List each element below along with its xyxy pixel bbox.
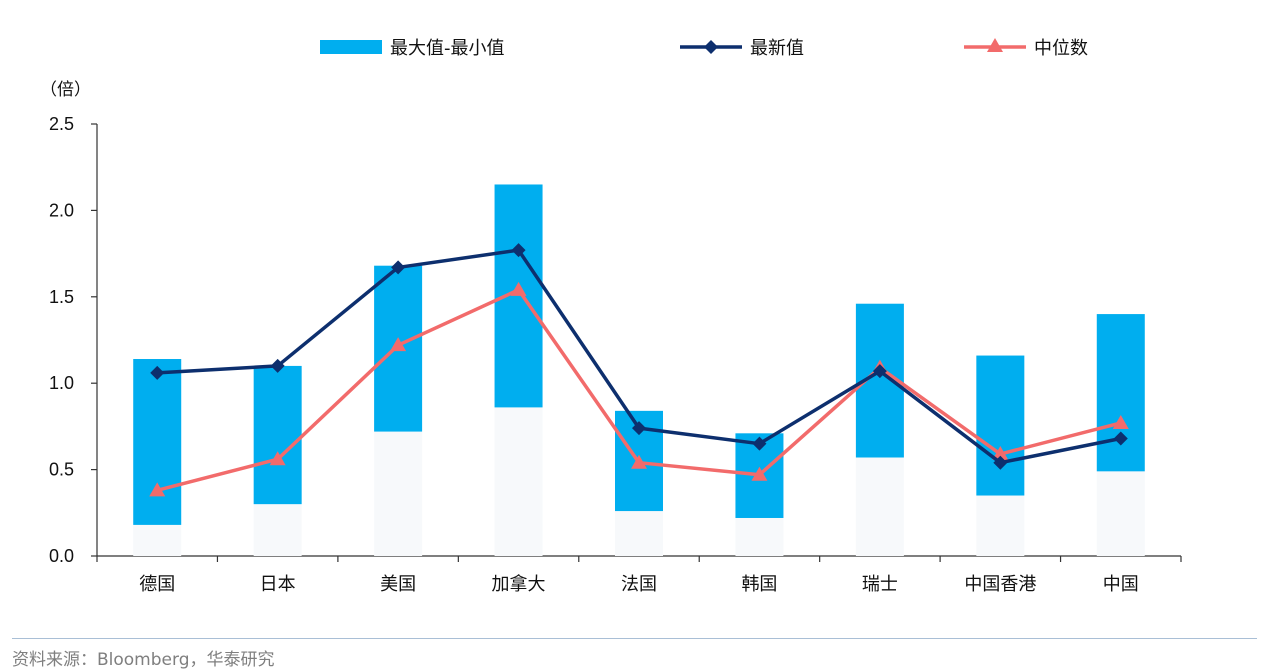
legend-marker-latest — [704, 40, 718, 54]
range-bar-base — [374, 431, 423, 556]
range-bar-base — [735, 517, 784, 556]
range-bar-base — [855, 457, 904, 556]
range-bar — [976, 355, 1025, 496]
range-bar-base — [253, 504, 302, 556]
x-category-label: 中国香港 — [964, 574, 1036, 595]
source-note: 资料来源：Bloomberg，华泰研究 — [12, 650, 275, 670]
median-point — [1112, 414, 1129, 429]
y-tick-label: 2.0 — [49, 200, 74, 220]
legend-swatch-range — [320, 40, 382, 54]
legend-label-median: 中位数 — [1034, 38, 1088, 59]
latest-value-point — [270, 358, 285, 373]
y-tick-label: 0.5 — [49, 460, 74, 480]
median-point — [390, 337, 407, 352]
latest-value-point — [993, 455, 1008, 470]
axes: 0.0 0.5 1.0 1.5 2.0 2.5 德国 日本 美国 加拿大 法国 韩国 瑞士 中国香港 中国 — [49, 114, 1182, 595]
range-bar — [133, 359, 182, 525]
range-bar — [253, 365, 302, 505]
median-point — [149, 482, 166, 497]
range-bar-base — [494, 407, 543, 556]
median-point — [510, 281, 527, 296]
x-category-label: 瑞士 — [862, 574, 898, 595]
latest-value-point — [632, 421, 646, 436]
legend-label-latest: 最新值 — [750, 38, 804, 59]
x-category-label: 加拿大 — [492, 573, 546, 595]
y-unit-label: （倍） — [40, 80, 91, 100]
range-bar-base — [976, 495, 1025, 556]
legend-label-range: 最大值-最小值 — [390, 38, 505, 59]
latest-value-point — [511, 243, 526, 258]
range-bar-base — [615, 511, 663, 556]
latest-value-point — [1113, 431, 1128, 446]
median-point — [269, 451, 286, 466]
y-tick-label: 2.5 — [49, 114, 74, 134]
y-tick-label: 1.0 — [49, 373, 74, 393]
latest-value-point — [391, 260, 406, 275]
x-category-label: 美国 — [380, 574, 416, 595]
y-tick-label: 0.0 — [49, 546, 74, 566]
latest-value-point — [150, 365, 165, 380]
x-category-label: 日本 — [260, 574, 296, 595]
series-lines — [149, 243, 1129, 497]
x-category-label: 中国 — [1103, 574, 1139, 595]
median-point — [992, 446, 1009, 461]
median-point — [751, 466, 768, 481]
range-bars — [133, 184, 1145, 556]
x-category-label: 韩国 — [741, 574, 777, 595]
x-category-label: 德国 — [139, 574, 175, 595]
latest-value-point — [872, 364, 887, 379]
range-bar-base — [133, 524, 182, 556]
range-bar — [1096, 314, 1145, 472]
median-point — [631, 454, 647, 469]
legend-marker-median — [987, 38, 1003, 52]
latest-value-point — [752, 436, 767, 451]
legend: 最大值-最小值 最新值 中位数 — [320, 38, 1088, 59]
range-bar-base — [1096, 471, 1145, 556]
y-tick-label: 1.5 — [49, 287, 74, 307]
x-category-label: 法国 — [621, 574, 657, 595]
footer-divider — [12, 638, 1257, 639]
